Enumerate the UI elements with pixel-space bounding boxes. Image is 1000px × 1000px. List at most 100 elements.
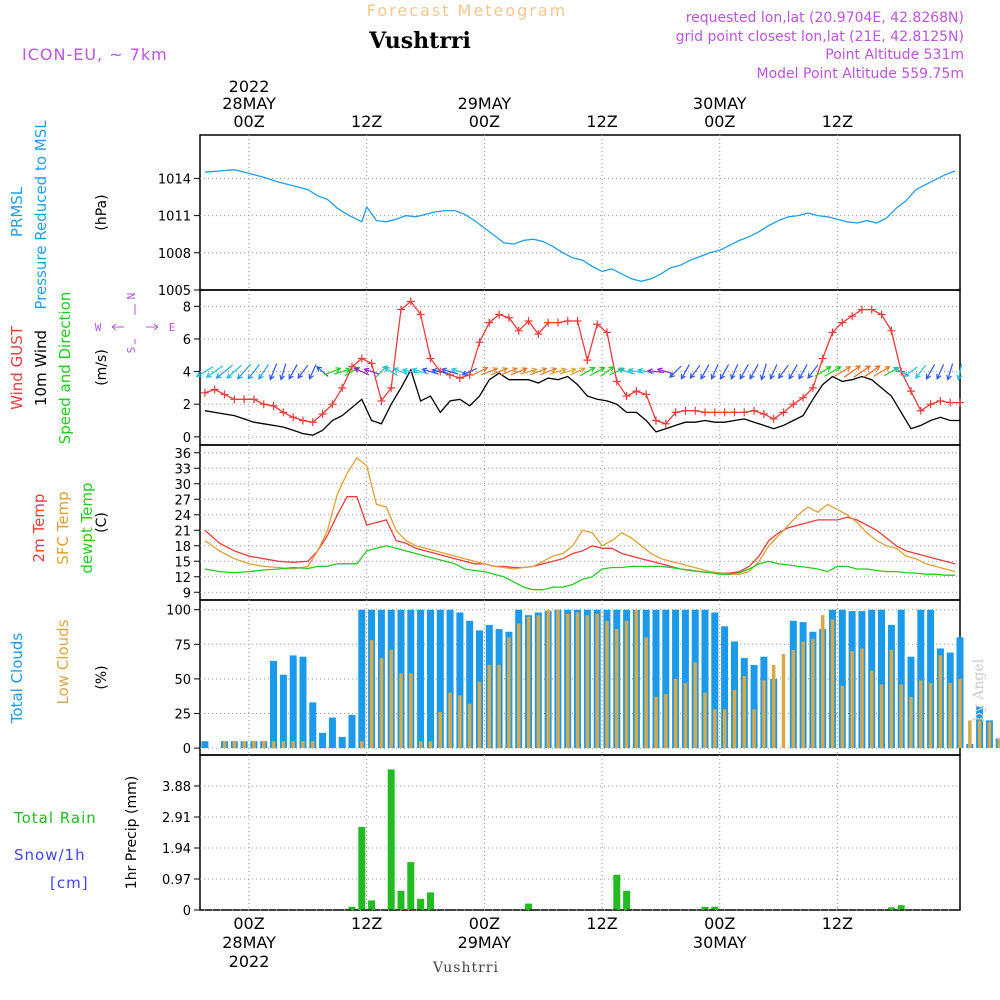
low-cloud-bar (546, 609, 550, 749)
rain-bar (525, 903, 532, 910)
gust-point (220, 390, 229, 399)
gust-point (759, 410, 768, 418)
gust-point (867, 305, 876, 314)
low-cloud-bar (948, 683, 952, 748)
low-cloud-bar (487, 665, 491, 748)
wind-arrow (600, 366, 615, 377)
wind-arrow (510, 367, 528, 376)
bottom-hour-label: 12Z (586, 914, 617, 933)
total-cloud-bar (328, 717, 336, 748)
wind-arrow (749, 364, 759, 380)
credit: by Angel (971, 658, 987, 721)
gust-point (769, 414, 778, 423)
total-cloud-bar (750, 665, 758, 748)
low-cloud-bar (291, 741, 295, 749)
gust-point (926, 400, 935, 409)
gust-point (534, 330, 543, 339)
wind-arrow (559, 367, 577, 375)
gust-point (750, 406, 759, 415)
rain-bar (368, 900, 376, 910)
gust-point (848, 312, 857, 321)
footer-station: Vushtrri (432, 960, 499, 976)
cloud-panel: 0 25 50 75 100 (%) (94, 599, 1000, 757)
total-cloud-bar (652, 609, 660, 749)
rain-bar (897, 905, 905, 910)
wind-arrow (570, 367, 586, 376)
low-cloud-bar (801, 641, 805, 749)
y-tick-label: 18 (174, 540, 191, 555)
gust-point (956, 398, 964, 407)
bottom-hour-label: 12Z (822, 914, 853, 933)
gust-point (936, 396, 945, 405)
gust-point (308, 418, 317, 427)
low-cloud-bar (742, 676, 746, 749)
top-year: 2022 (229, 77, 270, 96)
gust-point (799, 393, 808, 402)
low-cloud-bar (654, 696, 658, 749)
station-title: Vushtrri (368, 28, 471, 54)
low-cloud-bar (693, 662, 697, 749)
wind-arrow (461, 367, 478, 376)
low-cloud-bar (899, 684, 903, 749)
legend-total-rain: Total Rain (13, 809, 97, 827)
legend-low-clouds: Low Clouds (54, 619, 72, 704)
y-tick-label: 36 (174, 447, 191, 462)
y-tick-label: 24 (174, 509, 191, 524)
total-cloud-bar (279, 674, 287, 748)
gust-point (671, 408, 680, 417)
low-cloud-bar (301, 741, 305, 749)
wind-arrow (946, 363, 954, 381)
rain-bar (417, 898, 425, 910)
low-cloud-bar (418, 741, 423, 749)
point-altitude: Point Altitude 531m (825, 47, 964, 63)
low-cloud-bar (575, 612, 580, 749)
wind-arrow (316, 365, 329, 377)
total-cloud-bar (417, 609, 425, 749)
low-cloud-bar (664, 694, 668, 749)
total-cloud-bar (711, 612, 719, 749)
wind-arrow (730, 364, 739, 380)
bottom-year: 2022 (229, 952, 270, 971)
y-axis-label: (%) (94, 665, 110, 689)
wind-arrow (833, 366, 852, 377)
y-tick-label: 15 (174, 555, 191, 570)
gust-point (877, 310, 886, 319)
total-cloud-bar (289, 655, 297, 749)
rain-bar (711, 906, 719, 910)
rain-bar (348, 906, 356, 910)
wind-arrow (392, 367, 409, 376)
total-cloud-bar (299, 656, 307, 748)
legend-total-clouds: Total Clouds (8, 633, 26, 725)
gust-point (857, 305, 866, 314)
wind-arrow (824, 366, 842, 377)
wind-arrow (215, 364, 233, 379)
gust-point (240, 395, 249, 404)
y-tick-label: 4 (183, 366, 191, 381)
wind-arrow (843, 365, 862, 378)
series-line-2m-temp (204, 496, 956, 574)
wind-arrow (279, 363, 287, 381)
gust-point (632, 387, 641, 396)
bottom-hour-label: 00Z (233, 914, 264, 933)
low-cloud-bar (369, 640, 374, 748)
wind-arrow (471, 366, 489, 377)
gust-point (828, 328, 837, 337)
wind-arrow (853, 365, 871, 378)
gust-point (946, 398, 955, 407)
gust-point (367, 359, 376, 368)
rain-bar (701, 906, 709, 910)
y-tick-label: 75 (174, 638, 191, 653)
y-tick-label: 6 (183, 333, 191, 348)
total-cloud-bar (721, 626, 729, 749)
gust-point (338, 383, 347, 392)
wind-arrow (814, 366, 832, 377)
low-cloud-bar (497, 665, 501, 748)
wind-arrow (873, 366, 891, 377)
low-cloud-bar (634, 609, 639, 749)
wind-arrow (936, 364, 945, 380)
y-tick-label: 0 (183, 904, 191, 919)
low-cloud-bar (909, 696, 913, 749)
series-line-sfc-temp (204, 456, 956, 575)
